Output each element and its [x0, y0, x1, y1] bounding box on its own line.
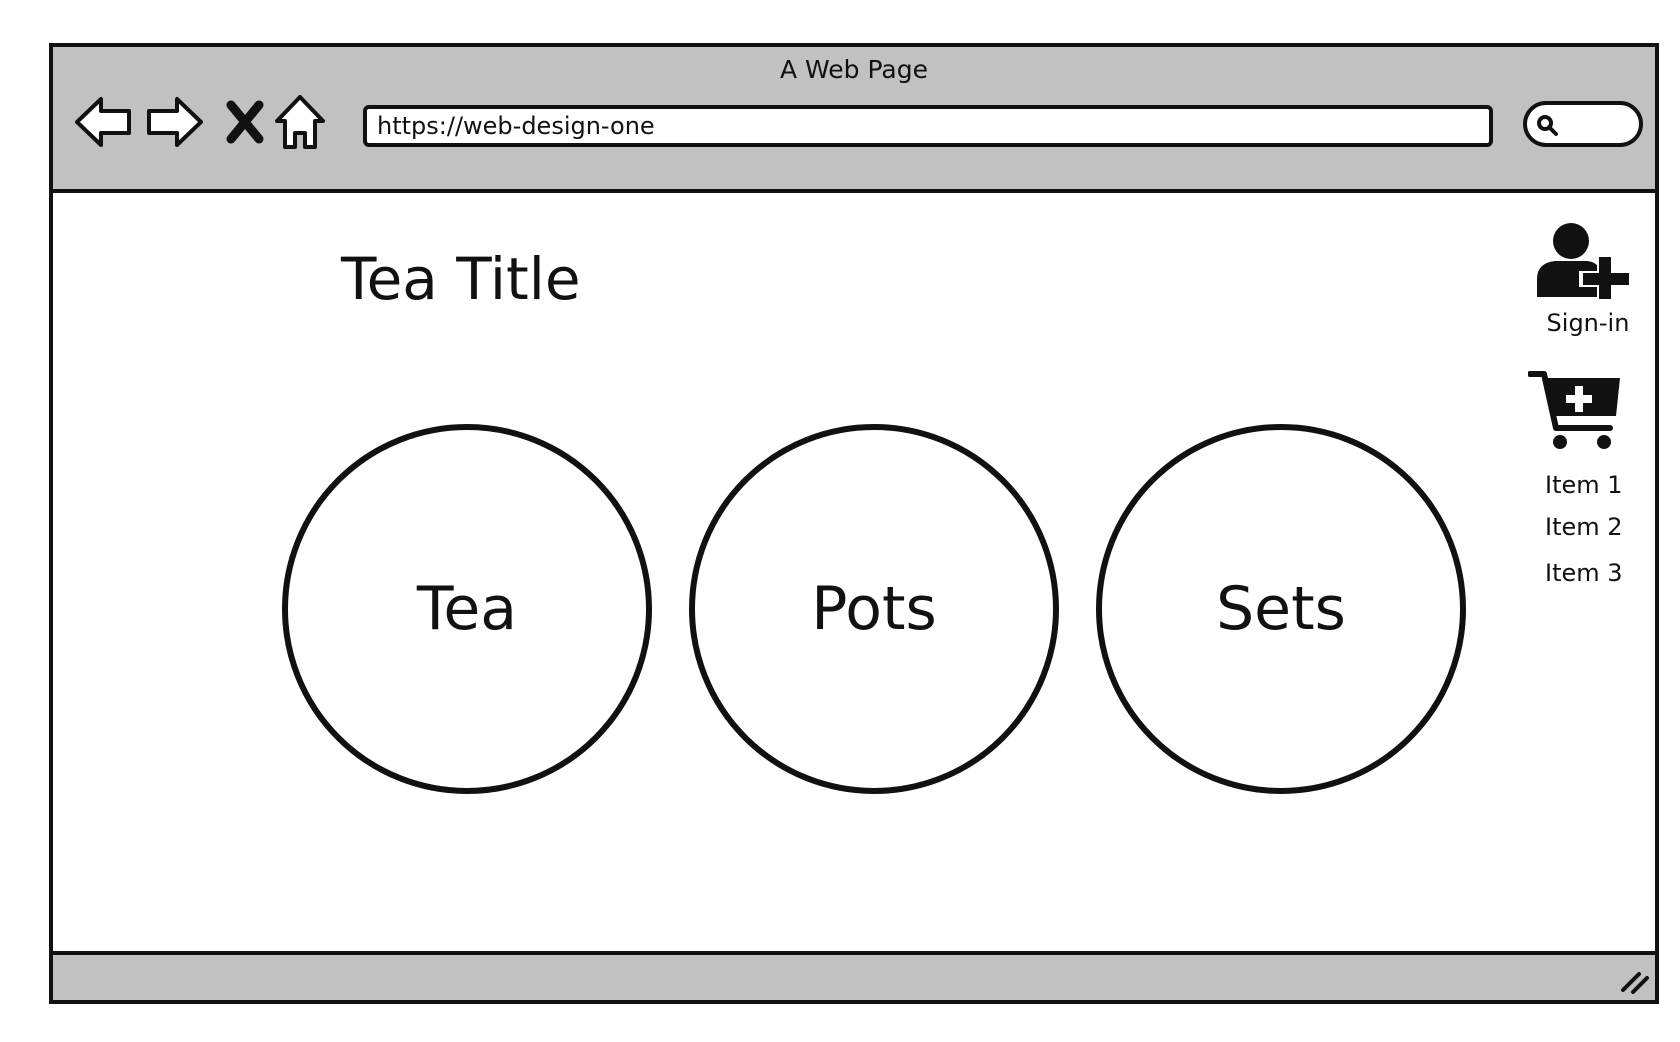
cart-add-icon[interactable] [1528, 368, 1624, 452]
cart-item[interactable]: Item 1 [1545, 471, 1623, 499]
signin-link[interactable]: Sign-in [1546, 309, 1630, 337]
resize-grip-icon[interactable] [1619, 968, 1651, 996]
category-pots-button[interactable]: Pots [689, 424, 1059, 794]
home-icon[interactable] [267, 89, 333, 155]
user-add-icon[interactable] [1535, 221, 1635, 299]
cart-item[interactable]: Item 2 [1545, 513, 1623, 541]
category-label: Tea [416, 574, 518, 644]
cart-item[interactable]: Item 3 [1545, 559, 1623, 587]
url-text: https://web-design-one [377, 112, 655, 140]
status-bar [53, 951, 1655, 1000]
category-label: Sets [1216, 574, 1346, 644]
category-sets-button[interactable]: Sets [1096, 424, 1466, 794]
back-arrow-icon[interactable] [71, 89, 137, 155]
search-icon [1537, 115, 1558, 136]
category-label: Pots [811, 574, 937, 644]
category-tea-button[interactable]: Tea [282, 424, 652, 794]
forward-arrow-icon[interactable] [141, 89, 207, 155]
browser-toolbar: A Web Page https://web-design-one [53, 47, 1655, 193]
page-content: Tea Title Tea Pots Sets Sign-in [53, 193, 1655, 955]
browser-window: A Web Page https://web-design-one Tea Ti [49, 43, 1659, 1004]
close-icon[interactable] [213, 89, 279, 155]
page-title: Tea Title [341, 245, 581, 313]
window-title: A Web Page [779, 55, 929, 84]
url-input[interactable]: https://web-design-one [363, 105, 1493, 147]
search-input[interactable] [1523, 101, 1643, 147]
